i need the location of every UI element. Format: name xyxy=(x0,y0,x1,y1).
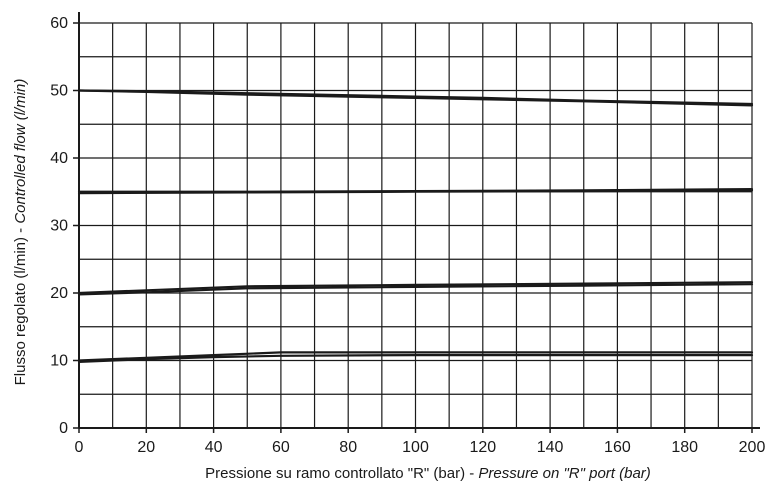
y-tick-label: 20 xyxy=(50,285,68,302)
axes xyxy=(73,12,760,433)
y-tick-label: 10 xyxy=(50,353,68,370)
x-axis-label: Pressione su ramo controllato "R" (bar) … xyxy=(205,465,651,482)
grid-lines xyxy=(78,22,753,429)
y-tick-label: 40 xyxy=(50,150,68,167)
x-tick-label: 120 xyxy=(469,439,496,456)
y-tick-label: 50 xyxy=(50,83,68,100)
x-tick-label: 0 xyxy=(75,439,84,456)
series-lines xyxy=(77,89,754,363)
x-tick-label: 80 xyxy=(339,439,357,456)
series-line-4 xyxy=(77,189,754,195)
series-line-5 xyxy=(77,281,754,295)
y-tick-label: 60 xyxy=(50,15,68,32)
y-axis-label: Flusso regolato (l/min) - Controlled flo… xyxy=(12,79,29,386)
series-line-8 xyxy=(77,354,754,363)
x-tick-label: 60 xyxy=(272,439,290,456)
y-tick-label: 30 xyxy=(50,218,68,235)
series-line-7 xyxy=(77,351,754,362)
series-line-6 xyxy=(77,283,754,296)
tick-labels: 0 10 20 30 40 50 60 0 20 40 60 80 100 120 140 160 180 200 xyxy=(50,15,765,456)
x-tick-label: 40 xyxy=(205,439,223,456)
x-tick-label: 140 xyxy=(537,439,564,456)
x-tick-label: 100 xyxy=(402,439,429,456)
x-tick-label: 20 xyxy=(137,439,155,456)
series-line-2 xyxy=(77,89,754,107)
x-tick-label: 160 xyxy=(604,439,631,456)
x-tick-label: 180 xyxy=(671,439,698,456)
x-tick-label: 200 xyxy=(739,439,766,456)
y-tick-label: 0 xyxy=(59,420,68,437)
